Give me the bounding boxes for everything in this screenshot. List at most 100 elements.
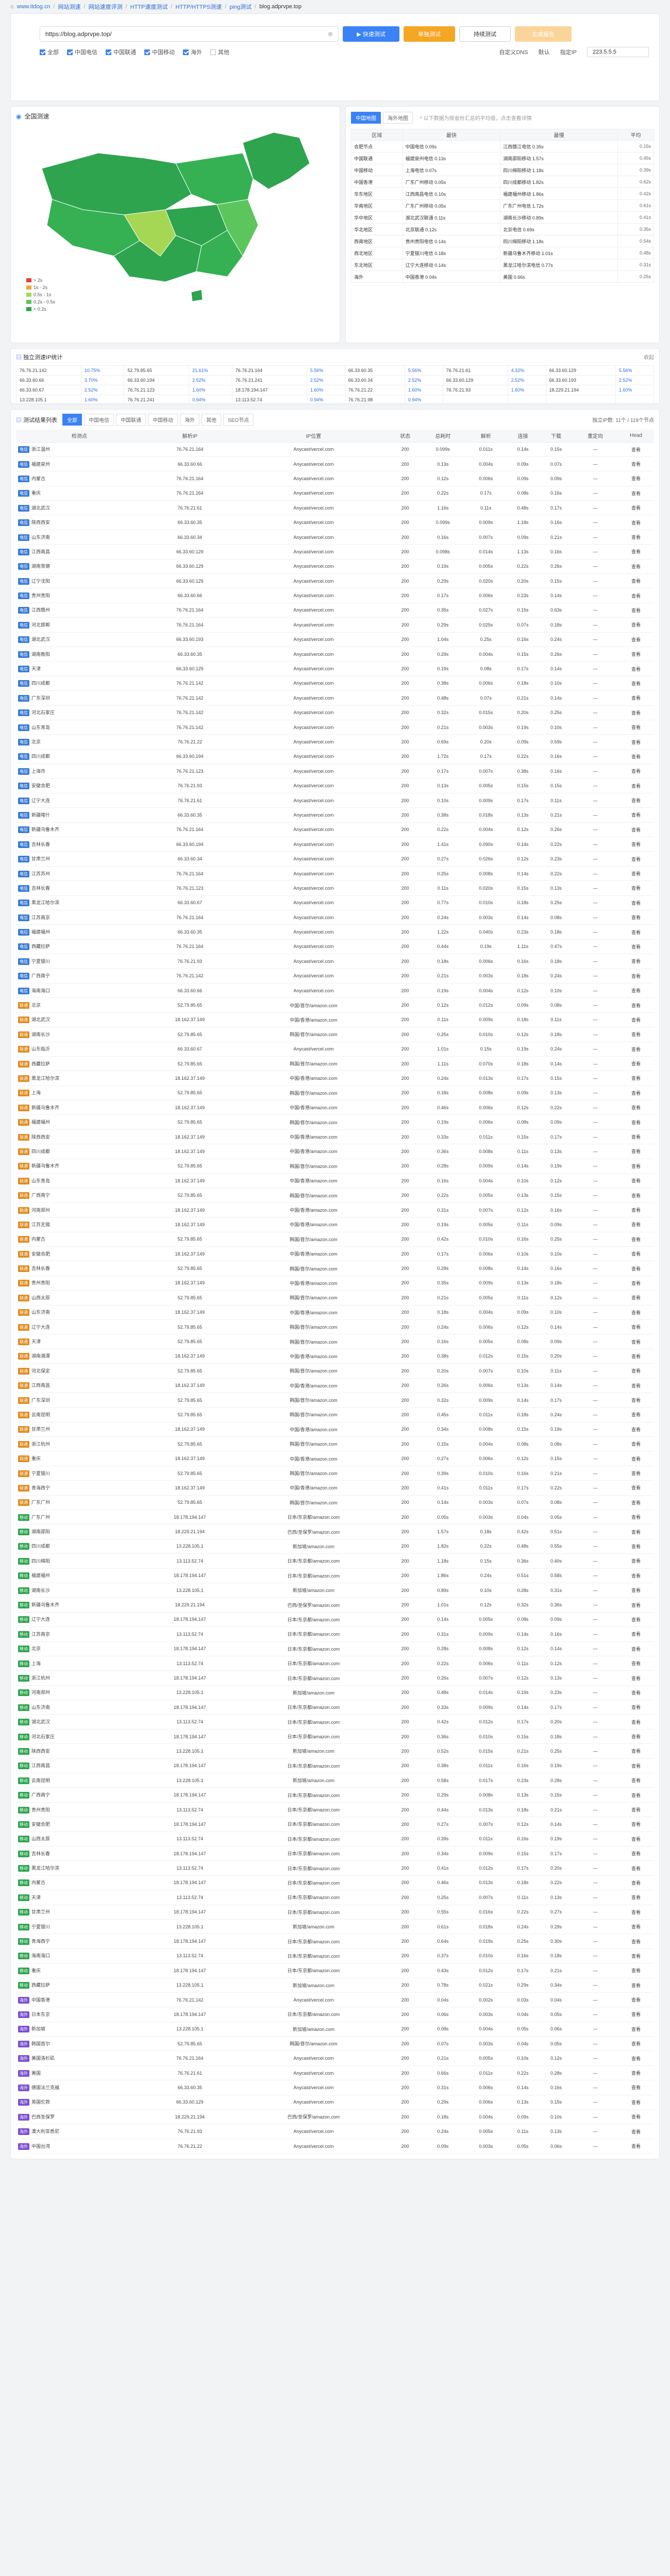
resolved-ip[interactable]: 18.229.21.194: [142, 2109, 237, 2125]
head-link[interactable]: 查看: [617, 1129, 654, 1145]
tab-results-5[interactable]: 其他: [202, 414, 222, 426]
head-link[interactable]: 查看: [617, 1188, 654, 1203]
resolved-ip[interactable]: 66.33.60.34: [142, 851, 237, 867]
head-link[interactable]: 查看: [617, 2065, 654, 2081]
resolved-ip[interactable]: 18.178.194.147: [142, 1700, 237, 1715]
resolved-ip[interactable]: 18.178.194.147: [142, 1612, 237, 1628]
resolved-ip[interactable]: 18.178.194.147: [142, 1934, 237, 1949]
head-link[interactable]: 查看: [617, 1568, 654, 1583]
option-telecom[interactable]: 中国电信: [67, 48, 97, 56]
resolved-ip[interactable]: 13.228.105.1: [142, 1773, 237, 1788]
head-link[interactable]: 查看: [617, 500, 654, 516]
resolved-ip[interactable]: 52.79.85.65: [142, 1159, 237, 1174]
resolved-ip[interactable]: 13.113.52.74: [142, 1553, 237, 1569]
head-link[interactable]: 查看: [617, 1246, 654, 1262]
head-link[interactable]: 查看: [617, 895, 654, 911]
head-link[interactable]: 查看: [617, 1787, 654, 1803]
resolved-ip[interactable]: 76.76.21.22: [142, 2139, 237, 2154]
resolved-ip[interactable]: 76.76.21.164: [142, 486, 237, 501]
head-link[interactable]: 查看: [617, 573, 654, 589]
resolved-ip[interactable]: 76.76.21.93: [142, 2124, 237, 2139]
resolved-ip[interactable]: 18.162.37.149: [142, 1202, 237, 1218]
export-report-button[interactable]: 生成报告: [515, 26, 572, 42]
resolved-ip[interactable]: 66.33.60.129: [142, 573, 237, 589]
head-link[interactable]: 查看: [617, 939, 654, 955]
head-link[interactable]: 查看: [617, 603, 654, 618]
head-link[interactable]: 查看: [617, 1670, 654, 1686]
resolved-ip[interactable]: 13.228.105.1: [142, 1743, 237, 1759]
head-link[interactable]: 查看: [617, 866, 654, 882]
head-link[interactable]: 查看: [617, 1963, 654, 1978]
resolved-ip[interactable]: 52.79.85.65: [142, 1232, 237, 1247]
head-link[interactable]: 查看: [617, 486, 654, 501]
tab-results-3[interactable]: 中国移动: [148, 414, 178, 426]
tab-results-1[interactable]: 中国电信: [84, 414, 114, 426]
resolved-ip[interactable]: 76.76.21.164: [142, 471, 237, 486]
resolved-ip[interactable]: 18.229.21.194: [142, 1524, 237, 1539]
tab-results-0[interactable]: 全部: [62, 414, 82, 426]
resolved-ip[interactable]: 18.178.194.147: [142, 1670, 237, 1686]
head-link[interactable]: 查看: [617, 1539, 654, 1554]
head-link[interactable]: 查看: [617, 1144, 654, 1159]
breadcrumb-item[interactable]: www.itdog.cn: [16, 4, 51, 10]
breadcrumb-item[interactable]: 网站速度评测: [88, 4, 123, 10]
resolved-ip[interactable]: 13.228.105.1: [142, 1978, 237, 1993]
head-link[interactable]: 查看: [617, 1773, 654, 1788]
head-link[interactable]: 查看: [617, 1407, 654, 1422]
resolved-ip[interactable]: 66.33.60.129: [142, 661, 237, 676]
resolved-ip[interactable]: 66.33.60.129: [142, 2095, 237, 2110]
resolved-ip[interactable]: 18.162.37.149: [142, 1480, 237, 1496]
head-link[interactable]: 查看: [617, 1202, 654, 1218]
url-input[interactable]: https://blog.adprvpe.top/ ⊗: [40, 26, 339, 42]
head-link[interactable]: 查看: [617, 2109, 654, 2125]
head-link[interactable]: 查看: [617, 1495, 654, 1511]
head-link[interactable]: 查看: [617, 1393, 654, 1408]
resolved-ip[interactable]: 76.76.21.142: [142, 969, 237, 984]
head-link[interactable]: 查看: [617, 705, 654, 720]
resolved-ip[interactable]: 76.76.21.22: [142, 734, 237, 750]
head-link[interactable]: 查看: [617, 969, 654, 984]
region-row[interactable]: 华南地区 广东广州移动 0.05s 广东广州电信 1.72s 0.61s: [351, 199, 654, 212]
resolved-ip[interactable]: 52.79.85.65: [142, 1363, 237, 1379]
head-link[interactable]: 查看: [617, 807, 654, 823]
resolved-ip[interactable]: 13.113.52.74: [142, 1802, 237, 1818]
resolved-ip[interactable]: 76.76.21.164: [142, 603, 237, 618]
head-link[interactable]: 查看: [617, 2007, 654, 2022]
resolved-ip[interactable]: 18.162.37.149: [142, 1305, 237, 1320]
head-link[interactable]: 查看: [617, 1114, 654, 1130]
head-link[interactable]: 查看: [617, 1349, 654, 1364]
head-link[interactable]: 查看: [617, 530, 654, 545]
resolved-ip[interactable]: 52.79.85.65: [142, 2036, 237, 2052]
head-link[interactable]: 查看: [617, 1832, 654, 1847]
resolved-ip[interactable]: 52.79.85.65: [142, 1114, 237, 1130]
resolved-ip[interactable]: 66.33.60.194: [142, 749, 237, 765]
resolved-ip[interactable]: 76.76.21.61: [142, 793, 237, 808]
clear-icon[interactable]: ⊗: [327, 30, 333, 38]
resolved-ip[interactable]: 52.79.85.65: [142, 1436, 237, 1452]
resolved-ip[interactable]: 76.76.21.164: [142, 939, 237, 955]
head-link[interactable]: 查看: [617, 1553, 654, 1569]
resolved-ip[interactable]: 66.33.60.35: [142, 2080, 237, 2095]
resolved-ip[interactable]: 66.33.60.129: [142, 544, 237, 560]
tab-results-4[interactable]: 海外: [180, 414, 200, 426]
resolved-ip[interactable]: 66.33.60.67: [142, 1042, 237, 1057]
head-link[interactable]: 查看: [617, 1159, 654, 1174]
head-link[interactable]: 查看: [617, 559, 654, 574]
head-link[interactable]: 查看: [617, 617, 654, 633]
resolved-ip[interactable]: 52.79.85.65: [142, 1495, 237, 1511]
head-link[interactable]: 查看: [617, 1934, 654, 1949]
tab-china-map[interactable]: 中国地图: [351, 112, 381, 124]
resolved-ip[interactable]: 76.76.21.61: [142, 2065, 237, 2081]
head-link[interactable]: 查看: [617, 2095, 654, 2110]
collapse-link[interactable]: 收起: [644, 355, 654, 361]
head-link[interactable]: 查看: [617, 1714, 654, 1730]
resolved-ip[interactable]: 66.33.60.35: [142, 807, 237, 823]
resolved-ip[interactable]: 76.76.21.142: [142, 705, 237, 720]
head-link[interactable]: 查看: [617, 1758, 654, 1774]
head-link[interactable]: 查看: [617, 1817, 654, 1832]
head-link[interactable]: 查看: [617, 1451, 654, 1466]
resolved-ip[interactable]: 66.33.60.35: [142, 647, 237, 662]
resolved-ip[interactable]: 66.33.60.194: [142, 837, 237, 852]
head-link[interactable]: 查看: [617, 1232, 654, 1247]
resolved-ip[interactable]: 76.76.21.142: [142, 720, 237, 735]
